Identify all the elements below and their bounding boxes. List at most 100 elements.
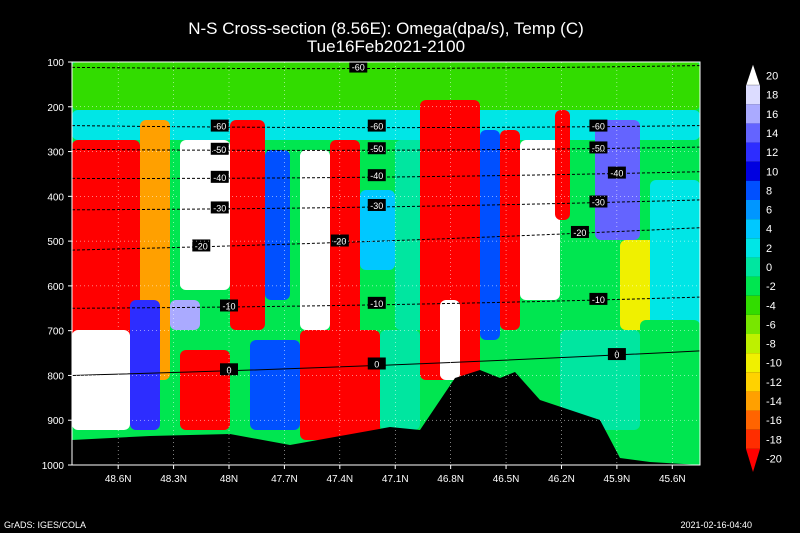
terrain	[72, 370, 700, 465]
x-tick-label: 47.1N	[382, 474, 409, 485]
omega-shade-25	[380, 330, 420, 430]
svg-text:-10: -10	[370, 299, 383, 309]
colorbar-label: 20	[766, 71, 778, 83]
x-tick-label: 45.9N	[604, 474, 631, 485]
colorbar-label: -8	[766, 339, 776, 351]
contour-label: -60	[589, 119, 608, 132]
contour-label: -50	[589, 141, 608, 154]
omega-shade-24	[300, 330, 380, 440]
svg-text:-60: -60	[352, 63, 365, 73]
colorbar-label: -10	[766, 358, 782, 370]
x-tick-label: 48N	[220, 474, 238, 485]
omega-shade-14	[500, 130, 520, 330]
omega-shade-17	[595, 120, 640, 240]
colorbar-label: 4	[766, 224, 772, 236]
omega-shade-23	[250, 340, 300, 430]
colorbar-label: 14	[766, 128, 778, 140]
svg-text:-50: -50	[592, 143, 605, 153]
chart-title: N-S Cross-section (8.56E): Omega(dpa/s),…	[188, 19, 584, 38]
y-tick-label: 800	[47, 371, 64, 382]
contour-label: -30	[210, 201, 229, 214]
colorbar-label: 2	[766, 243, 772, 255]
contour-label: -30	[367, 198, 386, 211]
contour-label: -20	[570, 225, 589, 238]
y-tick-label: 700	[47, 327, 64, 338]
y-axis: 100 200 300 400 500 600 700 800 900 1000	[42, 58, 700, 472]
x-tick-label: 46.8N	[437, 474, 464, 485]
svg-text:-30: -30	[370, 201, 383, 211]
svg-text:-50: -50	[213, 145, 226, 155]
colorbar-label: -20	[766, 453, 782, 465]
colorbar-swatch	[746, 238, 760, 258]
contour-label: -60	[367, 119, 386, 132]
omega-shade-12	[420, 100, 480, 380]
omega-shade-29	[640, 320, 700, 460]
colorbar-swatch	[746, 85, 760, 105]
omega-shade-6	[230, 120, 265, 330]
omega-shade-2	[72, 140, 140, 350]
svg-text:-40: -40	[370, 171, 383, 181]
colorbar-swatch	[746, 276, 760, 296]
x-tick-label: 48.6N	[105, 474, 132, 485]
y-tick-label: 900	[47, 416, 64, 427]
contour-label: -60	[210, 119, 229, 132]
contour-label: -30	[589, 195, 608, 208]
omega-shade-16	[555, 110, 570, 220]
svg-text:0: 0	[614, 350, 619, 360]
colorbar-swatch	[745, 63, 761, 86]
chart-subtitle: Tue16Feb2021-2100	[307, 37, 465, 56]
contour-label: -10	[367, 296, 386, 309]
y-tick-label: 500	[47, 237, 64, 248]
y-tick-label: 1000	[42, 461, 65, 472]
colorbar-label: 6	[766, 205, 772, 217]
colorbar-swatch	[746, 161, 760, 181]
colorbar: 20181614121086420-2-4-6-8-10-12-14-16-18…	[745, 63, 782, 472]
contour-label: -50	[367, 142, 386, 155]
omega-shade-7	[265, 150, 290, 300]
omega-shade-19	[650, 180, 700, 330]
contour-label: -50	[210, 142, 229, 155]
colorbar-label: -18	[766, 434, 782, 446]
x-tick-label: 46.5N	[493, 474, 520, 485]
colorbar-label: -2	[766, 281, 776, 293]
svg-text:-20: -20	[195, 241, 208, 251]
footer-timestamp: 2021-02-16-04:40	[680, 520, 752, 530]
omega-shade-4	[180, 140, 230, 290]
contour-label: -20	[192, 239, 211, 252]
omega-shade-20	[72, 330, 130, 430]
contour-label: -10	[220, 299, 238, 312]
colorbar-swatch	[746, 104, 760, 124]
y-tick-label: 100	[47, 58, 64, 69]
svg-text:-30: -30	[592, 198, 605, 208]
svg-text:0: 0	[374, 359, 379, 369]
omega-shade-15	[520, 140, 560, 300]
colorbar-swatch	[746, 257, 760, 277]
colorbar-label: 0	[766, 262, 772, 274]
colorbar-swatch	[746, 295, 760, 315]
omega-shade-8	[300, 150, 330, 330]
colorbar-label: -12	[766, 377, 782, 389]
svg-text:-60: -60	[370, 122, 383, 132]
footer-credit: GrADS: IGES/COLA	[4, 520, 87, 530]
omega-shade-21	[130, 300, 160, 430]
colorbar-swatch	[746, 314, 760, 334]
svg-text:-50: -50	[370, 144, 383, 154]
x-tick-label: 48.3N	[160, 474, 187, 485]
svg-text:-20: -20	[573, 228, 586, 238]
omega-shade-0	[72, 62, 700, 110]
svg-text:-10: -10	[592, 295, 605, 305]
colorbar-label: 12	[766, 147, 778, 159]
omega-shade-13	[480, 130, 500, 340]
y-tick-label: 200	[47, 103, 64, 114]
omega-shade-22	[180, 350, 230, 430]
svg-text:-60: -60	[592, 122, 605, 132]
colorbar-label: -16	[766, 415, 782, 427]
svg-text:-60: -60	[213, 122, 226, 132]
colorbar-swatch	[746, 219, 760, 239]
x-tick-label: 47.7N	[271, 474, 298, 485]
svg-text:-40: -40	[610, 169, 623, 179]
x-tick-label: 47.4N	[326, 474, 353, 485]
colorbar-swatch	[746, 391, 760, 411]
colorbar-swatch	[746, 142, 760, 162]
